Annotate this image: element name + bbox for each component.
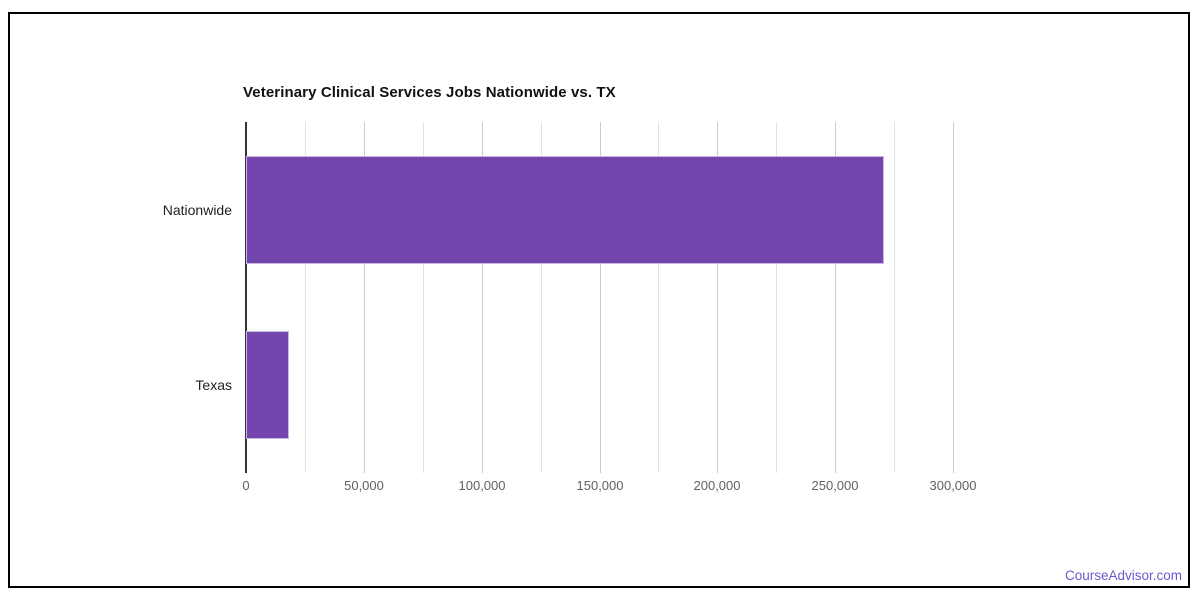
gridline <box>305 122 306 473</box>
gridline <box>894 122 895 473</box>
gridline <box>482 122 483 473</box>
gridline <box>835 122 836 473</box>
gridline <box>423 122 424 473</box>
x-tick-label: 150,000 <box>576 478 624 493</box>
value-axis: 0 50,000 100,000 150,000 200,000 250,000 300,0… <box>242 477 1012 497</box>
x-tick-label: 0 <box>242 478 250 493</box>
gridline <box>717 122 718 473</box>
x-tick-label: 50,000 <box>344 478 384 493</box>
bar-texas[interactable] <box>246 331 289 440</box>
courseadvisor-link[interactable]: CourseAdvisor.com <box>1064 568 1182 583</box>
chart-title: Veterinary Clinical Services Jobs Nation… <box>243 84 616 101</box>
gridline <box>658 122 659 473</box>
gridline <box>600 122 601 473</box>
gridline <box>541 122 542 473</box>
x-tick-label: 200,000 <box>693 478 741 493</box>
x-tick-label: 300,000 <box>929 478 977 493</box>
zero-axis-line <box>245 122 247 473</box>
plot-area <box>245 122 1012 473</box>
x-tick-label: 250,000 <box>811 478 859 493</box>
category-label-texas: Texas <box>195 377 232 394</box>
category-axis: Nationwide Texas <box>0 122 232 473</box>
bar-nationwide[interactable] <box>246 155 884 264</box>
gridline <box>776 122 777 473</box>
gridline <box>953 122 954 473</box>
x-tick-label: 100,000 <box>458 478 506 493</box>
gridline <box>364 122 365 473</box>
category-label-nationwide: Nationwide <box>162 201 232 218</box>
